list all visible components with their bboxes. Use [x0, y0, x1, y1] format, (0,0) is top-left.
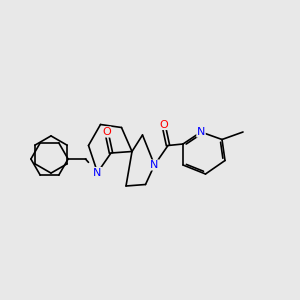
Text: N: N: [197, 127, 205, 137]
Text: N: N: [93, 167, 102, 178]
Text: N: N: [150, 160, 159, 170]
Text: O: O: [159, 119, 168, 130]
Text: O: O: [102, 127, 111, 137]
